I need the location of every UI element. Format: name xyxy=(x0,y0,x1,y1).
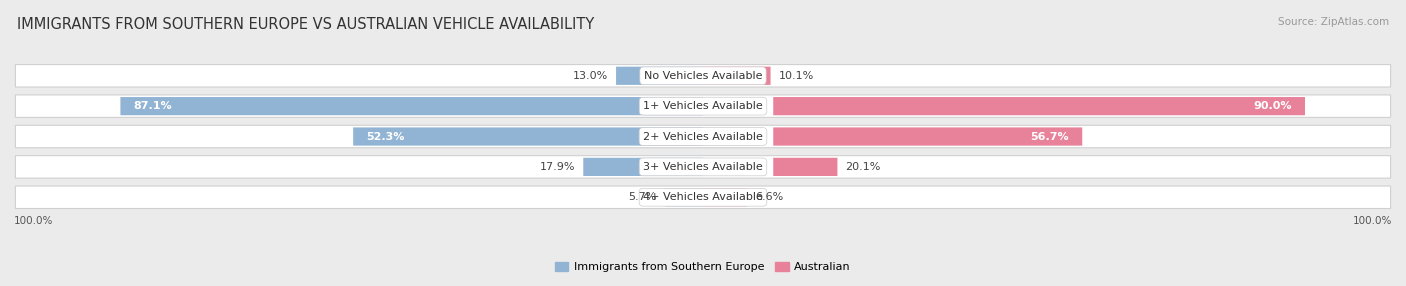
FancyBboxPatch shape xyxy=(15,186,1391,208)
Text: 20.1%: 20.1% xyxy=(845,162,880,172)
Text: 17.9%: 17.9% xyxy=(540,162,575,172)
Text: IMMIGRANTS FROM SOUTHERN EUROPE VS AUSTRALIAN VEHICLE AVAILABILITY: IMMIGRANTS FROM SOUTHERN EUROPE VS AUSTR… xyxy=(17,17,595,32)
Text: 90.0%: 90.0% xyxy=(1253,101,1292,111)
FancyBboxPatch shape xyxy=(353,127,703,146)
Text: 56.7%: 56.7% xyxy=(1031,132,1069,142)
FancyBboxPatch shape xyxy=(15,156,1391,178)
FancyBboxPatch shape xyxy=(773,158,838,176)
Text: 6.6%: 6.6% xyxy=(755,192,783,202)
FancyBboxPatch shape xyxy=(773,127,1083,146)
FancyBboxPatch shape xyxy=(121,97,703,115)
FancyBboxPatch shape xyxy=(15,65,1391,87)
FancyBboxPatch shape xyxy=(15,95,1391,117)
Text: 52.3%: 52.3% xyxy=(367,132,405,142)
FancyBboxPatch shape xyxy=(616,67,703,85)
Text: 3+ Vehicles Available: 3+ Vehicles Available xyxy=(643,162,763,172)
Text: 100.0%: 100.0% xyxy=(1353,216,1392,226)
Text: 10.1%: 10.1% xyxy=(779,71,814,81)
FancyBboxPatch shape xyxy=(703,188,747,206)
Text: 5.7%: 5.7% xyxy=(628,192,657,202)
Text: 2+ Vehicles Available: 2+ Vehicles Available xyxy=(643,132,763,142)
Text: Source: ZipAtlas.com: Source: ZipAtlas.com xyxy=(1278,17,1389,27)
Text: 100.0%: 100.0% xyxy=(14,216,53,226)
Text: 87.1%: 87.1% xyxy=(134,101,173,111)
Text: No Vehicles Available: No Vehicles Available xyxy=(644,71,762,81)
FancyBboxPatch shape xyxy=(703,67,770,85)
Text: 1+ Vehicles Available: 1+ Vehicles Available xyxy=(643,101,763,111)
Text: 4+ Vehicles Available: 4+ Vehicles Available xyxy=(643,192,763,202)
FancyBboxPatch shape xyxy=(665,188,703,206)
FancyBboxPatch shape xyxy=(15,125,1391,148)
Text: 13.0%: 13.0% xyxy=(572,71,607,81)
Legend: Immigrants from Southern Europe, Australian: Immigrants from Southern Europe, Austral… xyxy=(555,262,851,273)
FancyBboxPatch shape xyxy=(583,158,703,176)
FancyBboxPatch shape xyxy=(773,97,1305,115)
